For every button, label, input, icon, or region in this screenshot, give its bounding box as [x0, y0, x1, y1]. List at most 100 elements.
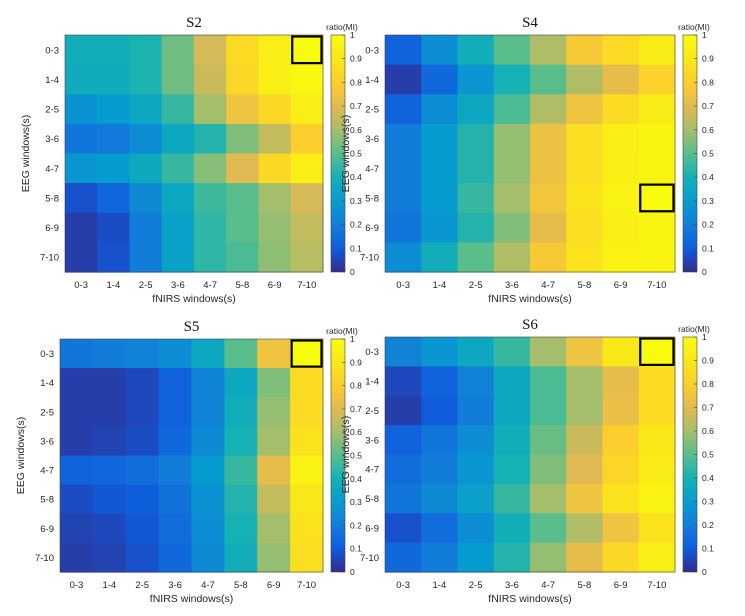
chart-title-s5: S5	[184, 319, 200, 335]
heatmap-cell-s5-r3-c1	[92, 426, 127, 457]
colorbar-tick-label-s5-8: 0.8	[350, 381, 362, 391]
heatmap-cell-s2-r7-c2	[129, 242, 163, 273]
x-tick-label-s5-7: 7-10	[297, 580, 316, 591]
heatmap-cell-s4-r4-c2	[457, 153, 495, 184]
heatmap-cell-s6-r0-c7	[638, 337, 676, 367]
y-tick-label-s6-7: 7-10	[360, 553, 379, 564]
x-tick-label-s2-3: 3-6	[171, 280, 185, 291]
y-tick-label-s6-3: 3-6	[365, 435, 379, 446]
heatmap-cell-s4-r3-c2	[457, 123, 495, 155]
y-tick-label-s4-3: 3-6	[365, 134, 379, 145]
heatmap-cell-s6-r3-c2	[457, 425, 495, 456]
heatmap-cell-s4-r5-c2	[457, 183, 495, 214]
heatmap-cell-s4-r7-c1	[421, 242, 459, 273]
heatmap-cell-s5-r0-c6	[257, 339, 291, 369]
heatmap-cell-s2-r4-c7	[290, 153, 324, 184]
colorbar-tick-label-s6-5: 0.5	[702, 450, 714, 460]
heatmap-cell-s5-r7-c1	[92, 542, 127, 573]
heatmap-cell-s6-r2-c2	[457, 395, 495, 426]
heatmap-cell-s6-r3-c3	[493, 425, 531, 456]
x-tick-label-s6-1: 1-4	[433, 580, 447, 591]
y-tick-label-s4-1: 1-4	[365, 75, 379, 86]
heatmap-cell-s2-r2-c1	[97, 94, 131, 125]
heatmap-cell-s2-r5-c1	[97, 183, 131, 214]
heatmap-cell-s2-r2-c5	[226, 94, 260, 125]
y-tick-label-s5-6: 6-9	[40, 524, 54, 535]
heatmap-cell-s2-r2-c6	[258, 94, 292, 125]
heatmap-cell-s5-r5-c7	[290, 484, 324, 515]
x-tick-label-s4-7: 7-10	[647, 280, 666, 291]
heatmap-cell-s6-r6-c5	[566, 513, 604, 544]
heatmap-cell-s6-r5-c3	[493, 483, 531, 514]
y-tick-label-s6-1: 1-4	[365, 377, 379, 388]
heatmap-cell-s6-r7-c3	[493, 542, 531, 573]
heatmap-cell-s6-r2-c6	[602, 395, 640, 426]
heatmap-cell-s4-r0-c4	[530, 35, 567, 66]
heatmap-cell-s2-r5-c3	[161, 183, 195, 214]
heatmap-cell-s5-r3-c7	[290, 426, 324, 457]
heatmap-cell-s6-r6-c4	[530, 513, 567, 544]
heatmap-cell-s6-r5-c7	[638, 483, 676, 514]
colorbar-tick-label-s6-7: 0.7	[702, 403, 714, 413]
colorbar-tick-label-s4-5: 0.5	[702, 149, 714, 159]
heatmap-cell-s5-r1-c4	[191, 368, 225, 398]
heatmap-cell-s6-r3-c7	[638, 425, 676, 456]
heatmap-cell-s5-r4-c6	[257, 455, 291, 486]
heatmap-cell-s5-r1-c3	[158, 368, 193, 398]
colorbar-tick-label-s2-3: 0.3	[350, 196, 362, 206]
heatmap-cell-s6-r1-c7	[638, 366, 676, 397]
heatmap-cell-s2-r7-c3	[161, 242, 195, 273]
heatmap-cell-s4-r4-c3	[493, 153, 531, 184]
heatmap-cell-s5-r6-c5	[224, 513, 258, 544]
x-tick-label-s2-1: 1-4	[107, 280, 121, 291]
y-tick-label-s2-0: 0-3	[45, 45, 59, 56]
heatmap-cell-s4-r0-c0	[385, 35, 422, 66]
heatmap-cell-s5-r5-c4	[191, 484, 225, 515]
y-tick-label-s2-6: 6-9	[45, 223, 59, 234]
heatmap-cell-s6-r3-c5	[566, 425, 604, 456]
colorbar-tick-label-s2-4: 0.4	[350, 172, 362, 182]
heatmap-cell-s5-r5-c3	[158, 484, 193, 515]
panel-s2: S2 0-3 1-4 2-5 3-6 4-7 5-8 6-9 7-10 0-3 1-4 2-5 3-6 4…	[20, 15, 362, 305]
heatmap-cell-s5-r5-c0	[60, 484, 94, 515]
heatmap-cell-s6-r4-c6	[602, 454, 640, 485]
heatmap-cell-s4-r3-c6	[602, 123, 640, 155]
heatmap-cell-s6-r5-c2	[457, 483, 495, 514]
heatmap-cell-s2-r2-c4	[194, 94, 227, 125]
heatmap-cell-s2-r5-c6	[258, 183, 292, 214]
heatmap-cell-s4-r2-c4	[530, 94, 567, 125]
heatmap-cell-s4-r5-c4	[530, 183, 567, 214]
heatmap-cell-s6-r3-c6	[602, 425, 640, 456]
heatmap-cell-s2-r4-c3	[161, 153, 195, 184]
heatmap-cell-s2-r2-c0	[65, 94, 98, 125]
colorbar-tick-label-s4-4: 0.4	[702, 172, 714, 182]
heatmap-cell-s4-r2-c3	[493, 94, 531, 125]
heatmap-cell-s4-r6-c7	[638, 212, 676, 243]
heatmap-cell-s2-r6-c0	[65, 212, 98, 243]
heatmap-cell-s6-r1-c2	[457, 366, 495, 397]
colorbar-tick-label-s2-1: 0.1	[350, 243, 362, 253]
x-tick-label-s6-4: 4-7	[541, 580, 555, 591]
y-tick-label-s2-1: 1-4	[45, 75, 59, 86]
colorbar-tick-label-s4-10: 1	[702, 30, 707, 40]
heatmap-cell-s5-r0-c4	[191, 339, 225, 369]
y-tick-label-s4-7: 7-10	[360, 253, 379, 264]
heatmap-cell-s4-r3-c4	[530, 123, 567, 155]
heatmap-cell-s4-r2-c5	[566, 94, 604, 125]
heatmap-cell-s6-r1-c0	[385, 366, 422, 397]
heatmap-cell-s5-r1-c1	[92, 368, 127, 398]
heatmap-cell-s4-r7-c5	[566, 242, 604, 273]
heatmap-cell-s2-r4-c5	[226, 153, 260, 184]
heatmap-cell-s2-r2-c3	[161, 94, 195, 125]
heatmap-cell-s5-r4-c4	[191, 455, 225, 486]
heatmap-cell-s2-r7-c0	[65, 242, 98, 273]
heatmap-cell-s4-r5-c0	[385, 183, 422, 214]
y-tick-label-s2-3: 3-6	[45, 134, 59, 145]
heatmap-cell-s5-r2-c1	[92, 397, 127, 427]
heatmap-cell-s5-r0-c7	[290, 339, 324, 369]
heatmap-cell-s2-r3-c5	[226, 123, 260, 155]
x-tick-label-s5-6: 6-9	[267, 580, 281, 591]
y-axis-label-s5: EEG windows(s)	[15, 417, 27, 495]
heatmap-cell-s2-r0-c0	[65, 35, 98, 66]
heatmap-cell-s4-r7-c2	[457, 242, 495, 273]
